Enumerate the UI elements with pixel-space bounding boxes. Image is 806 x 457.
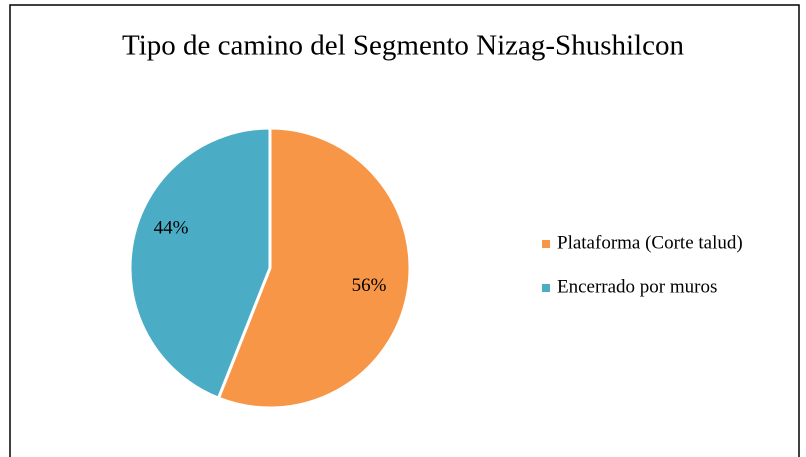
pie-slice bbox=[216, 126, 412, 410]
legend-swatch bbox=[542, 240, 550, 248]
chart-title: Tipo de camino del Segmento Nizag-Shushi… bbox=[122, 30, 684, 62]
legend-label: Encerrado por muros bbox=[557, 276, 717, 297]
data-label: 44% bbox=[154, 217, 189, 238]
legend-label: Plataforma (Corte talud) bbox=[557, 232, 743, 253]
data-label: 56% bbox=[352, 275, 387, 296]
pie-slice bbox=[128, 126, 272, 401]
legend-swatch bbox=[542, 284, 550, 292]
chart-border bbox=[9, 4, 800, 457]
